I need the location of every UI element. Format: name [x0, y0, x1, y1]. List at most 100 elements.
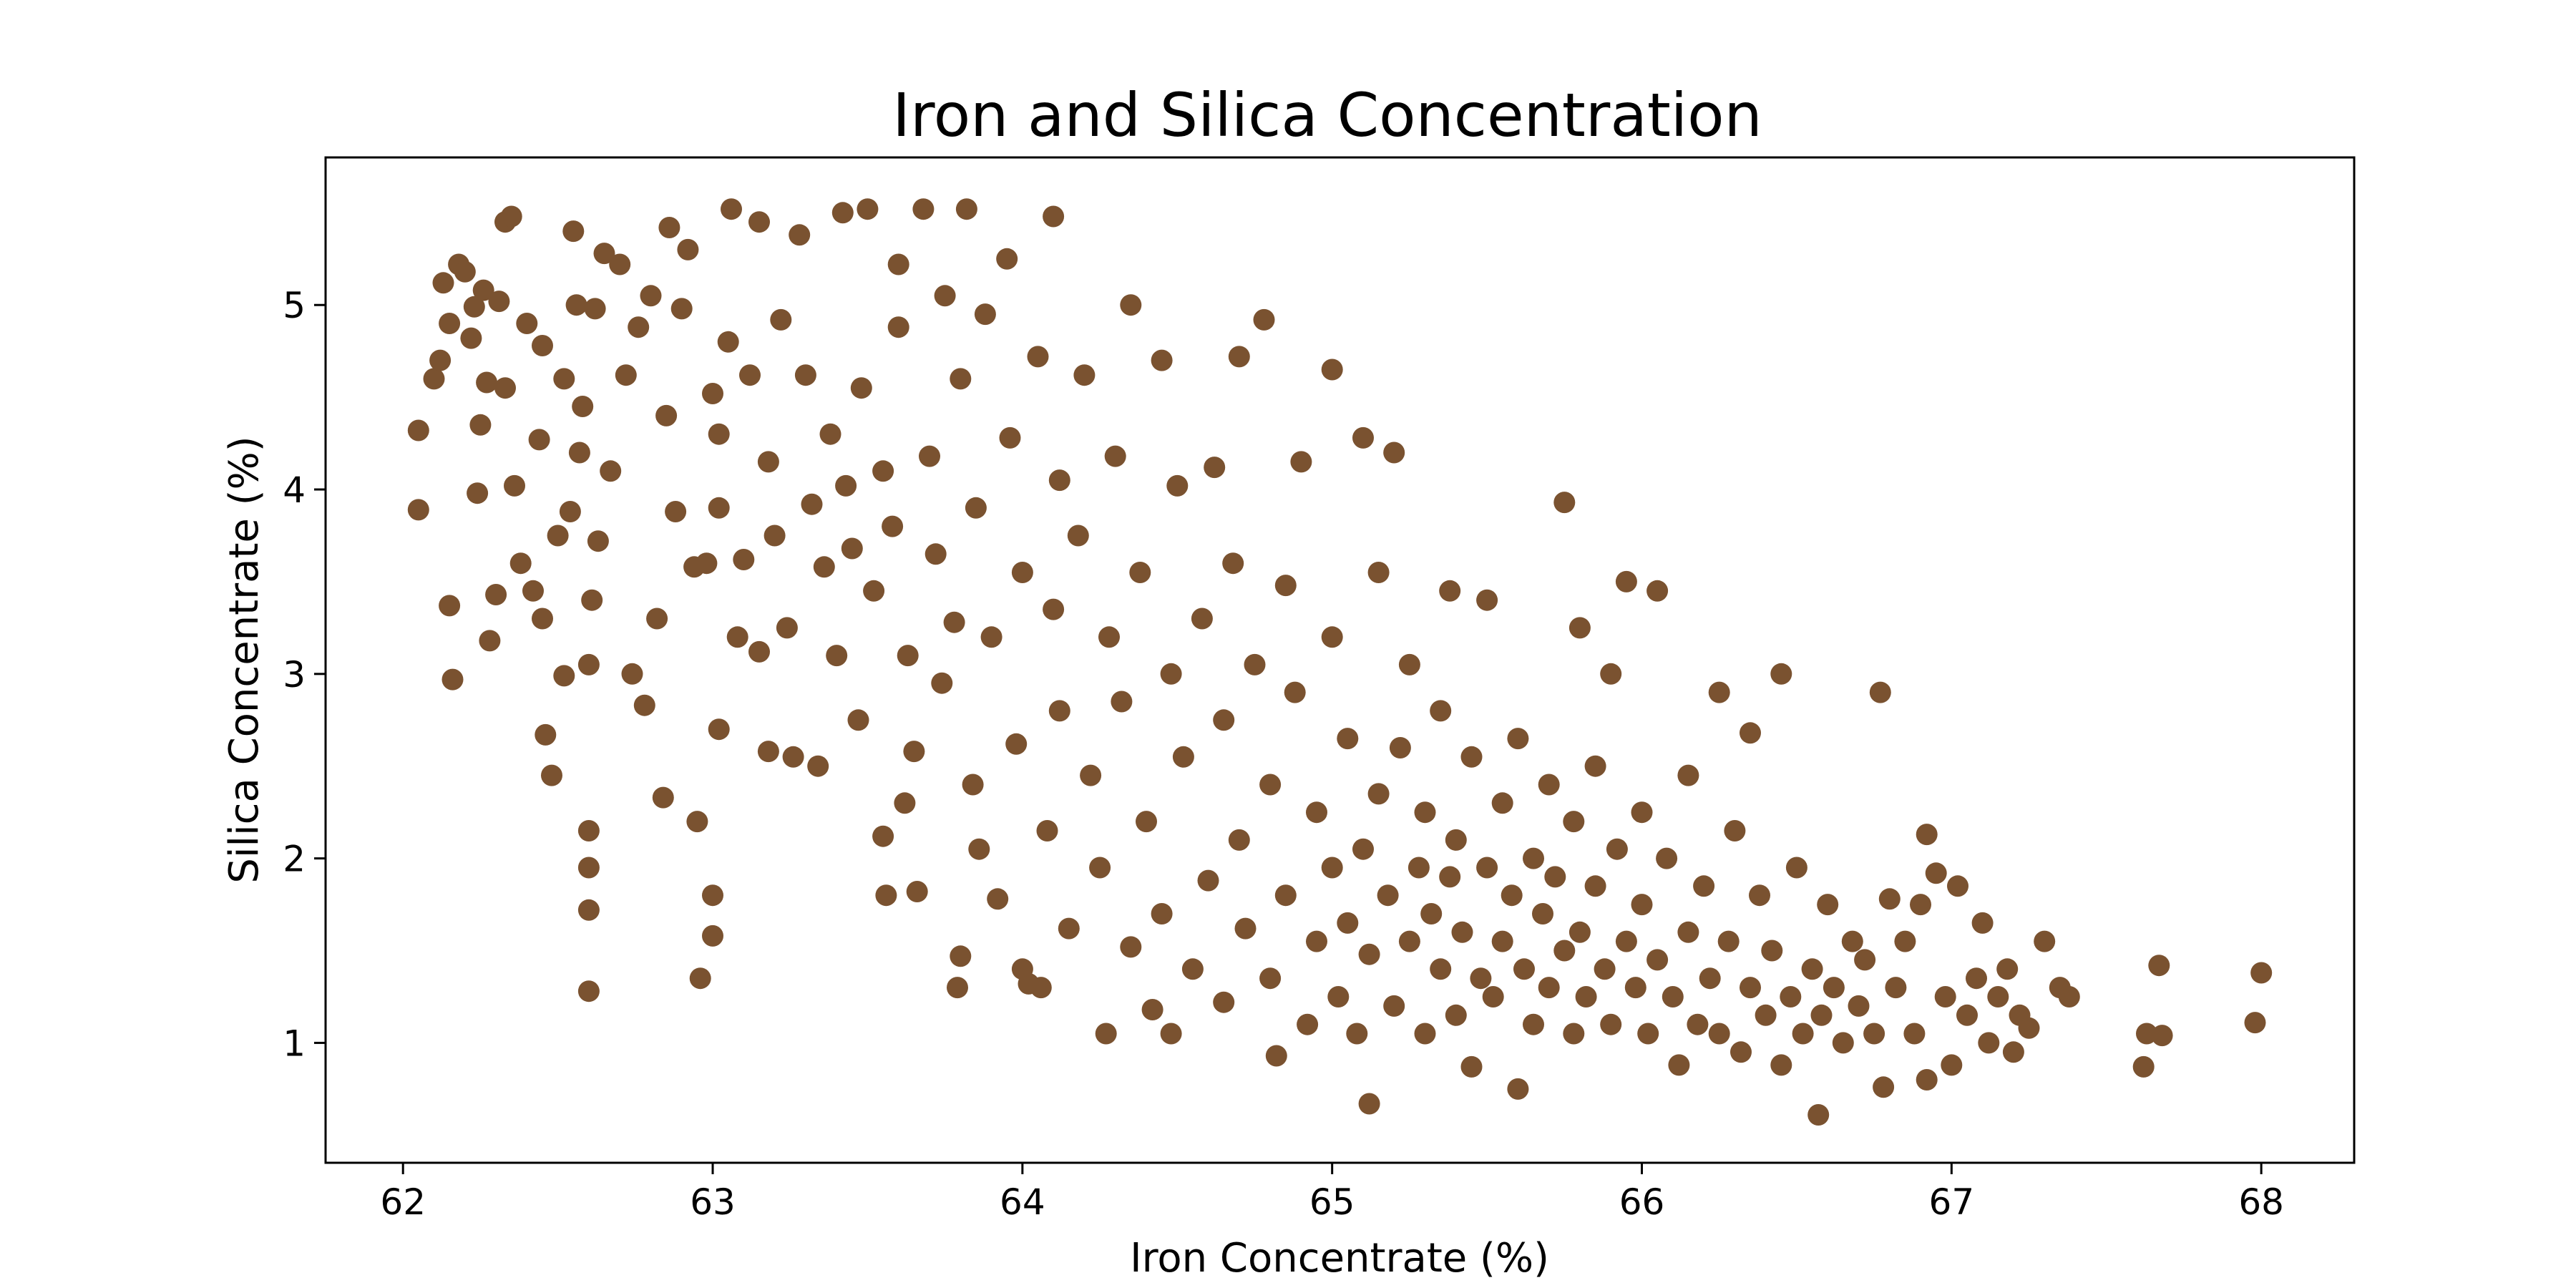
scatter-point — [708, 497, 730, 519]
scatter-point — [1553, 492, 1576, 514]
scatter-point — [479, 630, 501, 652]
scatter-point — [1854, 949, 1876, 971]
scatter-point — [826, 645, 848, 667]
scatter-point — [439, 313, 461, 334]
scatter-point — [2148, 955, 2170, 977]
scatter-point — [1080, 764, 1102, 786]
scatter-point — [1181, 958, 1204, 980]
scatter-point — [1925, 862, 1947, 884]
x-tick-label: 68 — [2238, 1181, 2284, 1223]
scatter-point — [485, 584, 507, 605]
scatter-point — [1885, 977, 1907, 999]
scatter-point — [950, 368, 972, 390]
scatter-point — [1600, 1013, 1622, 1035]
y-tick-label: 4 — [283, 469, 306, 511]
scatter-point — [968, 838, 990, 860]
scatter-point — [658, 217, 680, 238]
scatter-point — [831, 202, 854, 224]
y-tick-label: 3 — [283, 654, 306, 696]
scatter-point — [432, 272, 454, 294]
scatter-point — [1631, 801, 1653, 824]
scatter-point — [2018, 1017, 2040, 1039]
scatter-point — [646, 608, 668, 630]
scatter-point — [1439, 866, 1461, 888]
scatter-point — [1095, 1023, 1117, 1045]
scatter-point — [1740, 722, 1761, 744]
scatter-point — [903, 741, 925, 763]
scatter-point — [1708, 1023, 1730, 1045]
scatter-point — [686, 811, 708, 833]
scatter-point — [577, 820, 600, 841]
scatter-point — [872, 825, 894, 847]
scatter-point — [1129, 562, 1151, 583]
scatter-point — [547, 525, 569, 547]
scatter-point — [1383, 995, 1405, 1017]
scatter-point — [739, 364, 761, 386]
scatter-point — [943, 611, 965, 633]
scatter-point — [1213, 709, 1235, 731]
scatter-point — [1544, 866, 1566, 888]
scatter-point — [1523, 1013, 1544, 1035]
scatter-point — [1398, 653, 1420, 675]
scatter-point — [532, 608, 553, 630]
scatter-point — [924, 543, 947, 565]
scatter-point — [1584, 875, 1606, 897]
scatter-point — [1910, 894, 1931, 916]
scatter-point — [2034, 930, 2056, 952]
scatter-point — [407, 419, 429, 441]
scatter-point — [1894, 930, 1916, 952]
scatter-point — [1996, 958, 2019, 980]
scatter-point — [689, 967, 711, 990]
scatter-point — [553, 665, 575, 687]
scatter-point — [708, 423, 730, 445]
scatter-point — [807, 755, 829, 777]
scatter-point — [996, 248, 1018, 270]
scatter-point — [423, 368, 445, 390]
plot-frame — [324, 156, 2356, 1164]
y-axis-title: Silica Concentrate (%) — [221, 436, 268, 883]
scatter-point — [1878, 888, 1901, 910]
scatter-point — [476, 371, 498, 394]
scatter-point — [1197, 869, 1219, 892]
scatter-point — [1005, 733, 1028, 755]
scatter-point — [841, 537, 863, 560]
scatter-point — [1507, 728, 1529, 750]
scatter-point — [1048, 469, 1070, 492]
scatter-point — [1234, 917, 1257, 940]
scatter-point — [1687, 1013, 1709, 1035]
scatter-point — [1730, 1041, 1752, 1063]
scatter-point — [717, 331, 739, 353]
scatter-point — [1594, 958, 1616, 980]
scatter-point — [1367, 562, 1390, 583]
scatter-point — [1445, 1004, 1467, 1026]
scatter-point — [1662, 986, 1684, 1008]
scatter-point — [568, 441, 590, 464]
scatter-point — [897, 645, 919, 667]
scatter-point — [1222, 552, 1244, 575]
scatter-point — [2244, 1012, 2266, 1034]
scatter-point — [1677, 921, 1699, 943]
y-tick-label: 1 — [283, 1023, 306, 1064]
scatter-point — [763, 525, 786, 547]
x-axis-title: Iron Concentrate (%) — [1130, 1235, 1549, 1282]
scatter-point — [522, 580, 544, 602]
scatter-point — [1553, 940, 1576, 962]
scatter-point — [887, 316, 909, 338]
scatter-point — [1407, 857, 1430, 879]
scatter-point — [1141, 999, 1163, 1020]
scatter-point — [708, 718, 730, 741]
scatter-point — [1265, 1045, 1287, 1067]
scatter-point — [1624, 977, 1646, 999]
scatter-point — [1513, 958, 1535, 980]
scatter-point — [1476, 589, 1498, 611]
scatter-point — [1941, 1054, 1963, 1076]
scatter-point — [593, 243, 615, 265]
scatter-point — [912, 198, 935, 220]
scatter-point — [962, 774, 984, 796]
scatter-point — [1321, 857, 1343, 879]
scatter-point — [702, 924, 723, 947]
scatter-point — [857, 198, 879, 220]
scatter-point — [999, 426, 1021, 449]
scatter-point — [1043, 598, 1065, 620]
